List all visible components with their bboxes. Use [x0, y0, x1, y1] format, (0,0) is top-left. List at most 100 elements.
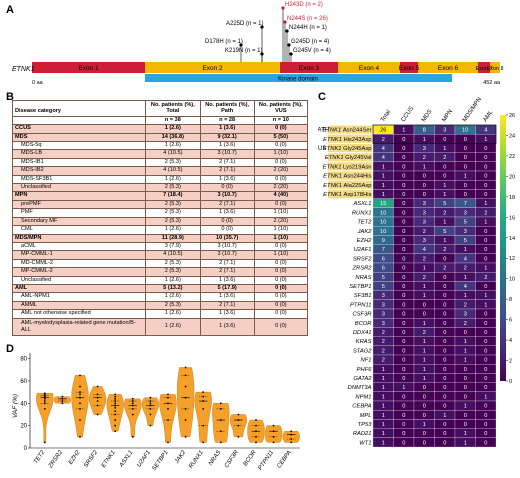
cell-vus: 0 (0): [253, 258, 309, 269]
n-path: n = 28: [199, 115, 255, 126]
heatmap-cell-value: 0: [402, 431, 405, 437]
cell-path: 2 (7.1): [199, 258, 255, 269]
header-disease-category: Disease category: [12, 100, 146, 117]
table-row: MP-CMML-2 2 (5.3) 2 (7.1) 0 (0): [12, 267, 309, 277]
heatmap-cell-value: 0: [443, 164, 446, 170]
heatmap-cell-value: 0: [402, 422, 405, 428]
heatmap-cell-value: 0: [443, 339, 446, 345]
heatmap-cell-value: 0: [402, 192, 405, 198]
colorbar-tick-label: 8: [509, 297, 512, 303]
vaf-point: [255, 424, 257, 427]
heatmap-cell-value: 7: [382, 247, 385, 253]
row-label: JAK2: [357, 229, 373, 235]
heatmap-cell-value: 1: [423, 367, 426, 373]
vaf-point: [149, 407, 152, 410]
vaf-point: [114, 430, 117, 433]
heatmap-cell-value: 0: [443, 174, 446, 180]
table-row: aCML 3 (7.9) 3 (10.7) 0 (0): [12, 241, 309, 252]
heatmap-cell-value: 0: [423, 302, 426, 308]
colorbar-tick-label: 14: [509, 236, 515, 242]
vaf-point: [79, 391, 81, 394]
x-tick-label: ETNK1: [101, 450, 117, 469]
vaf-point: [131, 407, 134, 410]
heatmap-cell-value: 0: [443, 284, 446, 290]
vaf-point: [237, 419, 240, 421]
x-tick-label: TET2: [33, 449, 47, 465]
etnk1-variant-highlight: [328, 189, 372, 199]
heatmap-cell-value: 0: [402, 394, 405, 400]
heatmap-cell-value: 4: [464, 284, 467, 290]
vaf-point: [61, 395, 64, 398]
row-label: AMML: [12, 300, 146, 311]
cell-total: 14 (36.8): [145, 132, 201, 143]
row-label: aCML: [12, 241, 146, 252]
table-row: MDS-LB 4 (10.5) 3 (10.7) 1 (10): [12, 149, 309, 159]
y-tick-label: 20: [20, 424, 27, 430]
heatmap-cell-value: 3: [423, 238, 426, 244]
heatmap-cell-value: 0: [464, 422, 467, 428]
kinase-domain-label: Kinase domain: [278, 77, 318, 83]
heatmap-cell-value: 10: [380, 210, 386, 216]
row-label: MDS-IB2: [12, 166, 146, 176]
cell-total: 1 (2.6): [145, 275, 201, 285]
violin: [106, 394, 124, 432]
cell-total: 4 (10.5): [145, 149, 201, 159]
cell-vus: 0 (0): [253, 174, 309, 185]
heatmap-cell-value: 3: [423, 210, 426, 216]
cell-path: 1 (3.6): [199, 309, 255, 319]
row-label: ETNK1 Asn244His: [323, 174, 371, 180]
mutation-head: [260, 25, 264, 29]
table-row: MDS-SF3B1 1 (2.6) 1 (3.6) 0 (0): [12, 174, 309, 185]
cell-path: 3 (10.7): [199, 149, 255, 159]
kinase-domain-bar: [145, 74, 452, 82]
heatmap-cell-value: 0: [402, 174, 405, 180]
heatmap-cell-value: 2: [423, 275, 426, 281]
cell-total: 1 (2.6): [145, 317, 201, 336]
column-header: MDS/MPN: [462, 96, 483, 123]
table-row: MDS/MPN 11 (28.9) 10 (35.7) 1 (10): [12, 233, 309, 243]
vaf-point: [114, 393, 117, 396]
row-label: KRAS: [356, 339, 372, 345]
heatmap-cell-value: 3: [423, 220, 426, 226]
row-label: MP-CMML-1: [12, 250, 146, 260]
vaf-point: [202, 400, 205, 402]
heatmap-cell-value: 1: [382, 422, 385, 428]
etnk1-variant-highlight: [328, 162, 372, 171]
heatmap-cell-value: 0: [484, 229, 487, 235]
heatmap-cell-value: 0: [402, 137, 405, 143]
heatmap-cell-value: 4: [382, 155, 385, 161]
mutation-label: D178H (n = 1): [205, 39, 243, 45]
row-label: MDS-SF3B1: [12, 174, 146, 185]
table-row: MDS-IB2 4 (10.5) 2 (7.1) 2 (20): [12, 166, 309, 176]
heatmap-cell-value: 0: [443, 367, 446, 373]
colorbar-tick-label: 24: [509, 133, 515, 139]
vaf-point: [219, 407, 222, 410]
cell-total: 1 (2.6): [145, 292, 201, 302]
cell-total: 11 (28.9): [145, 233, 201, 243]
row-label: SETBP1: [349, 284, 371, 290]
row-label: MP-CMML-2: [12, 267, 146, 277]
heatmap-cell-value: 0: [484, 330, 487, 336]
heatmap-cell-value: 1: [423, 376, 426, 382]
vaf-point: [167, 441, 169, 444]
heatmap-cell-value: 2: [423, 256, 426, 262]
exon-4-block: [338, 62, 400, 73]
cell-vus: 0 (0): [253, 124, 309, 134]
colorbar-tick-label: 0: [509, 379, 512, 385]
x-tick-label: SRSF2: [83, 449, 99, 469]
cell-path: 0 (0): [199, 216, 255, 227]
row-label: NF1: [361, 358, 372, 364]
heatmap-cell-value: 3: [382, 302, 385, 308]
cell-path: 1 (3.6): [199, 275, 255, 285]
heatmap-cell-value: 0: [402, 367, 405, 373]
mutation-head: [285, 29, 289, 33]
heatmap-cell-value: 0: [423, 431, 426, 437]
heatmap-cell-value: 0: [464, 137, 467, 143]
panel-label-d: D: [6, 343, 14, 355]
heatmap-cell-value: 1: [382, 431, 385, 437]
vaf-point: [79, 407, 81, 410]
vaf-point: [149, 424, 152, 427]
heatmap-cell-value: 0: [484, 183, 487, 189]
heatmap-cell-value: 5: [443, 229, 446, 235]
vaf-point: [167, 419, 169, 421]
